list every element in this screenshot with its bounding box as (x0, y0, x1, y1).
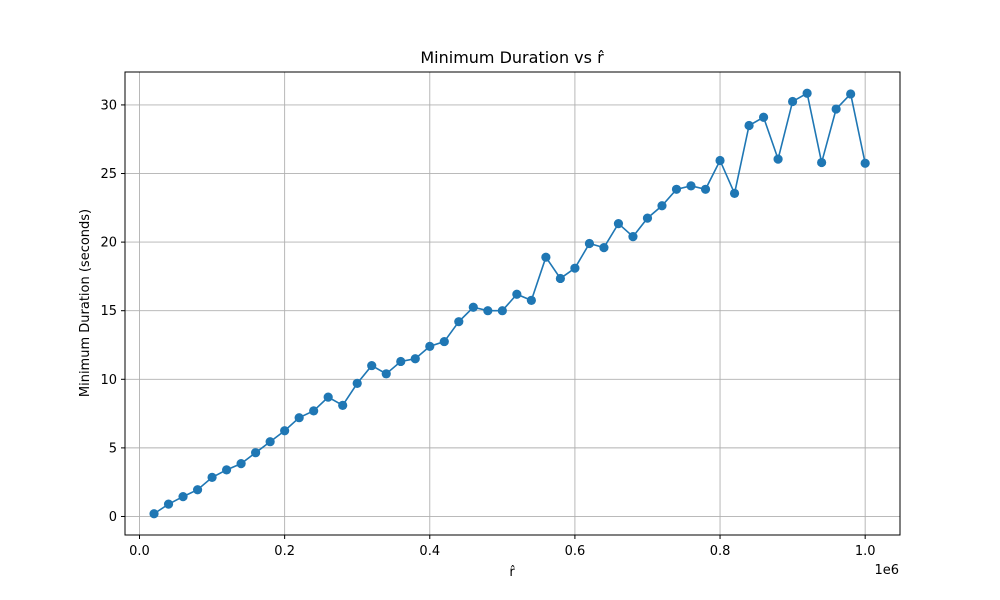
data-point (468, 302, 478, 312)
plot-frame (124, 71, 901, 536)
data-point (251, 448, 261, 458)
x-tick-label: 1.0 (855, 544, 876, 559)
data-point (628, 232, 638, 242)
data-point (846, 89, 856, 99)
data-point (657, 201, 667, 211)
data-point (613, 218, 624, 229)
data-point (178, 491, 188, 502)
y-tick-label: 0 (109, 510, 117, 525)
data-point (410, 354, 420, 364)
x-axis-scale-label: 1e6 (874, 563, 899, 578)
data-point (671, 184, 682, 194)
data-point (744, 120, 754, 131)
x-tick-label: 0.2 (274, 544, 295, 559)
data-point (323, 392, 333, 402)
data-point (309, 406, 319, 416)
data-point (788, 96, 798, 107)
data-point (396, 356, 406, 367)
y-tick-label: 30 (100, 98, 117, 113)
x-tick-label: 0.0 (129, 544, 150, 559)
x-tick-label: 0.8 (710, 544, 731, 559)
data-point (192, 485, 203, 495)
grid-lines (125, 72, 900, 535)
data-point (425, 341, 435, 351)
data-point (526, 295, 536, 306)
data-point (555, 273, 565, 284)
y-axis-label: Minimum Duration (seconds) (78, 209, 93, 397)
y-tick-label: 20 (100, 236, 117, 251)
y-tick-label: 15 (100, 304, 117, 319)
data-point (773, 154, 783, 164)
x-tick-label: 0.4 (419, 544, 440, 559)
data-point (599, 243, 609, 253)
data-point (860, 158, 870, 168)
data-point (729, 188, 740, 199)
data-point (338, 400, 348, 410)
y-tick-label: 5 (109, 441, 117, 456)
data-point (715, 155, 725, 166)
data-point (294, 413, 304, 423)
data-point (817, 157, 827, 168)
data-point (512, 289, 522, 299)
data-point (570, 263, 580, 273)
data-point (831, 104, 841, 114)
data-point (541, 252, 551, 262)
data-point (367, 360, 377, 371)
data-point (758, 112, 769, 122)
data-point (149, 509, 159, 519)
chart-title: Minimum Duration vs r̂ (420, 48, 604, 67)
data-point (207, 472, 217, 482)
data-point (280, 426, 290, 436)
data-point (221, 465, 232, 475)
data-point (236, 459, 246, 469)
axis-ticks: 0.0 0.2 0.4 0.6 0.8 1.0 0 5 10 15 20 25 30 (100, 98, 875, 559)
x-tick-label: 0.6 (565, 544, 586, 559)
x-axis-label: r̂ (509, 565, 515, 580)
data-point (686, 181, 696, 191)
data-point (265, 437, 275, 447)
data-point (584, 238, 595, 249)
data-point (439, 336, 449, 347)
data-point (802, 88, 812, 98)
data-point (483, 306, 493, 316)
data-point (454, 317, 464, 327)
y-tick-label: 10 (100, 373, 117, 388)
series-group (149, 88, 870, 519)
data-point (163, 499, 174, 509)
data-point (642, 213, 653, 223)
data-point (700, 184, 711, 194)
y-tick-label: 25 (100, 167, 117, 182)
data-point (381, 369, 391, 379)
data-point (352, 378, 362, 389)
data-point (497, 306, 507, 316)
